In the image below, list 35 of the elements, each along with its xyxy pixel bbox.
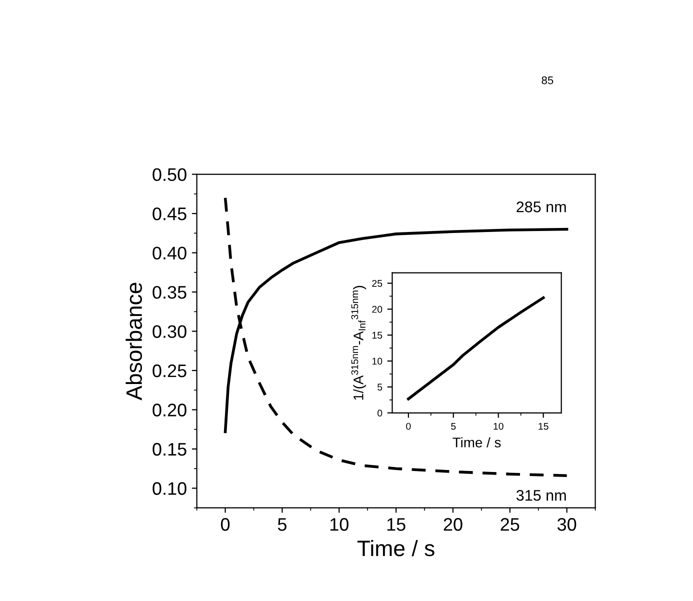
y-axis-title: 1/(A$^{315nm}$-A$_{Inf}$$^{315nm}$) (351, 286, 366, 400)
x-tick-label: 10 (330, 518, 348, 531)
y-tick-label: 0.25 (152, 364, 186, 378)
y-tick-label: 0 (377, 410, 382, 417)
y-tick-label: 0.50 (152, 168, 186, 182)
x-tick-label: 15 (538, 422, 548, 430)
series-label: 315 nm (516, 490, 566, 501)
y-tick-label: 0.35 (152, 286, 186, 299)
line-series (407, 296, 545, 400)
x-axis-title: Time / s (452, 437, 501, 448)
x-tick-label: 30 (557, 518, 576, 531)
x-tick-label: 10 (494, 422, 504, 430)
y-tick-label: 25 (372, 280, 382, 287)
y-tick-label: 0.20 (152, 404, 186, 416)
x-tick-label: 5 (278, 518, 286, 531)
y-tick-label: 0.10 (152, 482, 186, 495)
x-tick-label: 0 (220, 518, 230, 531)
x-tick-label: 0 (406, 422, 411, 430)
line-series (224, 196, 568, 478)
y-tick-label: 0.30 (152, 325, 186, 338)
x-tick-label: 5 (451, 422, 456, 430)
y-tick-label: 10 (372, 358, 382, 365)
y-tick-label: 20 (372, 306, 382, 313)
y-tick-label: 15 (372, 332, 382, 339)
x-axis-title: Time / s (357, 540, 434, 556)
y-tick-label: 0.45 (152, 207, 186, 220)
y-tick-label: 0.15 (152, 442, 186, 456)
x-tick-label: 15 (387, 518, 406, 531)
x-tick-label: 25 (500, 518, 520, 531)
y-tick-label: 0.40 (152, 246, 186, 260)
y-axis-title: Absorbance (126, 282, 142, 400)
series-label: 285 nm (516, 202, 566, 212)
x-tick-label: 20 (444, 518, 462, 531)
y-tick-label: 5 (378, 384, 382, 391)
text: 85 (542, 76, 554, 84)
